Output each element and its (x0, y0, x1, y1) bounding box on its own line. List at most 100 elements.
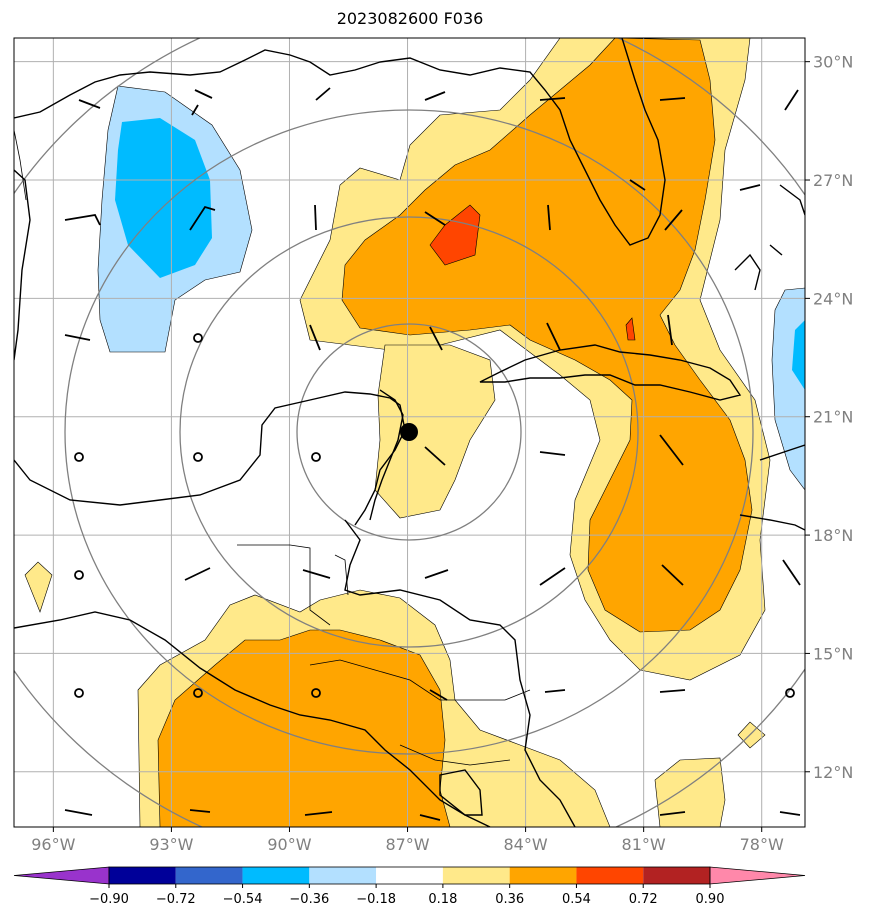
us-mexico-border (14, 129, 27, 201)
lon-tick-label: 96°W (31, 835, 75, 854)
red-orange-region-cuba (625, 317, 636, 341)
colorbar-extend-low (13, 866, 110, 885)
wind-barb (64, 334, 91, 341)
wind-barb (424, 91, 446, 101)
guatemala-border (237, 544, 331, 626)
colorbar-segment (309, 867, 377, 884)
colorbar-segment (509, 867, 577, 884)
calm-wind-marker (311, 452, 321, 462)
yellow-region-southeast (654, 757, 726, 827)
lake-nicaragua (439, 769, 483, 816)
map-title: 2023082600 F036 (336, 9, 484, 28)
colorbar: −0.90 −0.72 −0.54 −0.36 −0.18 0.18 0.36 0.54 0.7… (13, 866, 806, 907)
wind-barb (64, 214, 101, 226)
lat-tick-label: 15°N (813, 644, 853, 663)
colorbar-tick-label: −0.54 (223, 892, 263, 907)
colorbar-segment (576, 867, 644, 884)
wind-barb (539, 567, 566, 586)
yellow-region-small-east (737, 721, 766, 749)
colorbar-tick-label: −0.36 (289, 892, 329, 907)
wind-barb (739, 184, 761, 191)
wind-barb (424, 211, 446, 226)
orange-region-northeast (341, 38, 753, 633)
calm-wind-marker (193, 452, 203, 462)
map-frame (13, 37, 806, 828)
colorbar-tick-label: 0.90 (696, 892, 725, 907)
wind-barb (304, 811, 333, 816)
wind-barb (314, 204, 317, 231)
wind-barb (64, 809, 93, 816)
texas-coast (14, 169, 31, 361)
wind-barb (78, 99, 101, 109)
wind-barb (419, 814, 441, 821)
wind-barb (546, 322, 561, 351)
lon-tick-label: 90°W (267, 835, 311, 854)
wind-barb (191, 89, 213, 116)
wind-barb (544, 689, 566, 693)
range-ring-middle (179, 216, 639, 648)
latitude-labels: 30°N 27°N 24°N 21°N 18°N 15°N 12°N (805, 53, 853, 782)
colorbar-tick-label: 0.36 (495, 892, 524, 907)
lat-tick-label: 12°N (813, 763, 853, 782)
belize-border (334, 554, 349, 596)
range-ring-inner (296, 323, 522, 541)
cuba-outline (479, 344, 742, 401)
wind-barb (659, 434, 684, 466)
colorbar-extend-high (709, 866, 806, 885)
wind-barb (547, 204, 551, 231)
wind-barb (782, 559, 801, 586)
colorbar-segment (175, 867, 243, 884)
bahamas-outline (734, 184, 805, 291)
calm-wind-marker (311, 688, 321, 698)
wind-barb (784, 89, 799, 111)
wind-barb (315, 87, 331, 101)
lat-tick-label: 24°N (813, 289, 853, 308)
blue-region-gulf (115, 118, 212, 278)
wind-barb (629, 179, 646, 191)
wind-barb (424, 569, 449, 579)
colorbar-frame (108, 866, 711, 885)
coastlines (14, 38, 805, 827)
wind-barb (659, 97, 686, 101)
lon-tick-label: 93°W (149, 835, 193, 854)
colorbar-tick-label: −0.72 (156, 892, 196, 907)
colorbar-tick-label: 0.72 (629, 892, 658, 907)
wind-barb (661, 564, 684, 586)
colorbar-segment (109, 867, 176, 884)
calm-wind-marker (193, 688, 203, 698)
honduras-north-coast (344, 519, 576, 827)
lat-tick-label: 27°N (813, 171, 853, 190)
wind-barb (539, 97, 566, 101)
wind-barb (664, 209, 683, 231)
wind-barb (659, 811, 686, 816)
lon-tick-label: 78°W (740, 835, 784, 854)
wind-barb (429, 326, 443, 351)
lon-tick-label: 84°W (503, 835, 547, 854)
shaded-field (24, 38, 805, 827)
colorbar-segment (442, 867, 510, 884)
blue-region-east (792, 320, 805, 390)
calm-wind-marker (74, 688, 84, 698)
lon-tick-label: 81°W (622, 835, 666, 854)
wind-barb (539, 451, 566, 456)
colorbar-tick-label: −0.90 (89, 892, 129, 907)
yellow-region-yucatan-tail (374, 344, 496, 519)
colorbar-tick-label: −0.18 (356, 892, 396, 907)
colorbar-segment (242, 867, 310, 884)
wind-barb (302, 569, 331, 579)
calm-wind-marker (785, 688, 795, 698)
mexico-gulf-coast (14, 391, 406, 526)
colorbar-tick-label: 0.18 (428, 892, 457, 907)
orange-region-central-america (157, 629, 451, 827)
longitude-labels: 96°W 93°W 90°W 87°W 84°W 81°W 78°W (31, 827, 784, 854)
wind-barb (667, 314, 673, 346)
range-rings (14, 38, 805, 827)
wind-barb (189, 205, 216, 231)
nicaragua-border (399, 744, 511, 766)
wind-barb (779, 811, 801, 816)
yucatan-east-coast (369, 389, 404, 521)
grid-lines (14, 38, 805, 827)
wind-barb (184, 567, 211, 581)
colorbar-segment (376, 867, 443, 884)
